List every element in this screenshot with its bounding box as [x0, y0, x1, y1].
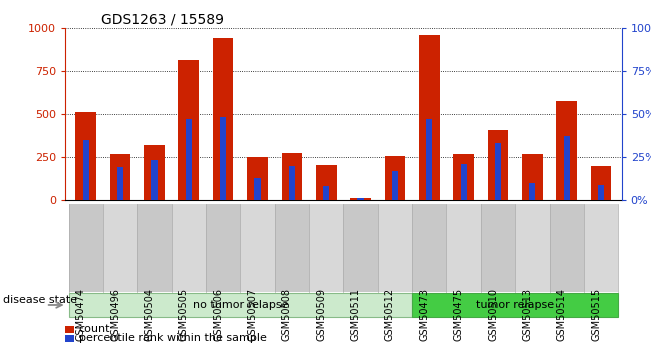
Bar [186, 119, 192, 200]
Text: GSM50512: GSM50512 [385, 288, 395, 341]
Text: GSM50513: GSM50513 [522, 288, 533, 341]
Bar [316, 165, 337, 200]
Text: GSM50474: GSM50474 [76, 288, 86, 341]
Text: GSM50510: GSM50510 [488, 288, 498, 341]
Bar [557, 101, 577, 200]
Bar [255, 178, 260, 200]
Bar [289, 166, 295, 200]
Bar [419, 34, 439, 200]
Bar [213, 38, 234, 200]
Bar [426, 119, 432, 200]
Bar [488, 130, 508, 200]
Bar [564, 136, 570, 200]
Text: GSM50508: GSM50508 [282, 288, 292, 341]
Text: GSM50505: GSM50505 [179, 288, 189, 341]
Bar [323, 186, 329, 200]
Bar [83, 140, 89, 200]
Bar [453, 155, 474, 200]
Text: tumor relapse: tumor relapse [476, 300, 554, 310]
Text: GSM50475: GSM50475 [454, 288, 464, 341]
Text: GSM50506: GSM50506 [213, 288, 223, 341]
Bar [76, 112, 96, 200]
Bar [117, 167, 123, 200]
Text: GSM50473: GSM50473 [419, 288, 429, 341]
Bar [178, 60, 199, 200]
Text: GSM50496: GSM50496 [110, 288, 120, 341]
Bar [392, 171, 398, 200]
Bar [144, 145, 165, 200]
Text: GSM50507: GSM50507 [247, 288, 258, 341]
Bar [151, 160, 158, 200]
Text: count: count [79, 324, 110, 334]
Bar [495, 143, 501, 200]
Text: GSM50509: GSM50509 [316, 288, 326, 341]
Bar [598, 185, 604, 200]
Text: percentile rank within the sample: percentile rank within the sample [79, 333, 267, 343]
Bar [110, 155, 130, 200]
Bar [357, 198, 364, 200]
Bar [220, 117, 227, 200]
Text: GDS1263 / 15589: GDS1263 / 15589 [102, 12, 224, 26]
Bar [247, 157, 268, 200]
Text: disease state: disease state [3, 295, 77, 305]
Bar [460, 164, 467, 200]
Text: no tumor relapse: no tumor relapse [193, 300, 288, 310]
Text: GSM50514: GSM50514 [557, 288, 567, 341]
Text: GSM50504: GSM50504 [145, 288, 154, 341]
Bar [281, 152, 302, 200]
Bar [529, 183, 536, 200]
Bar [385, 156, 405, 200]
Bar [350, 198, 371, 200]
Bar [522, 155, 543, 200]
Text: GSM50511: GSM50511 [351, 288, 361, 341]
Bar [590, 167, 611, 200]
Text: GSM50515: GSM50515 [591, 288, 601, 341]
